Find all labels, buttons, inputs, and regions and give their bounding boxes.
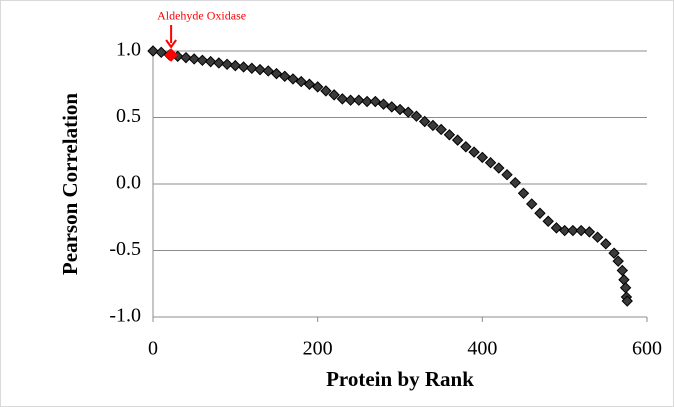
data-point <box>493 162 505 174</box>
data-point <box>155 46 167 59</box>
data-point <box>468 146 480 158</box>
data-point <box>558 224 571 237</box>
x-tick-label: 200 <box>303 338 333 360</box>
data-point <box>196 54 209 67</box>
data-point <box>435 123 447 136</box>
data-point <box>336 93 349 105</box>
data-point <box>591 231 604 243</box>
data-point <box>542 215 554 227</box>
data-point <box>221 58 233 71</box>
data-point <box>484 157 497 169</box>
data-point <box>204 55 217 68</box>
annotation-label: Aldehyde Oxidase <box>157 9 246 23</box>
x-axis-title: Protein by Rank <box>326 367 474 391</box>
data-point <box>550 222 563 234</box>
data-point <box>377 98 390 110</box>
annotation-arrowhead <box>165 39 177 49</box>
data-point <box>410 110 423 122</box>
data-point <box>427 119 439 132</box>
data-point <box>279 70 291 82</box>
data-point <box>575 224 587 237</box>
data-point <box>311 81 324 93</box>
y-tick-label: -0.5 <box>109 238 141 260</box>
y-tick-label: -1.0 <box>109 305 141 327</box>
data-point <box>567 224 579 237</box>
data-point <box>402 106 414 118</box>
data-point <box>616 264 629 277</box>
data-point <box>147 45 159 57</box>
data-point <box>583 226 596 238</box>
data-point <box>526 198 538 210</box>
data-point <box>320 85 332 97</box>
x-tick-label: 600 <box>632 338 662 360</box>
highlight-point <box>164 48 178 62</box>
data-point <box>369 95 382 108</box>
data-point <box>328 89 340 101</box>
data-point <box>361 95 373 108</box>
data-point <box>270 67 283 80</box>
y-axis-title: Pearson Correlation <box>58 93 82 275</box>
data-point <box>237 61 250 73</box>
data-point <box>246 62 258 74</box>
data-point <box>451 134 464 146</box>
data-point <box>386 101 398 113</box>
data-point <box>501 168 513 181</box>
data-point <box>612 255 624 267</box>
data-point <box>476 151 489 164</box>
data-point <box>188 53 200 65</box>
data-point <box>213 57 225 69</box>
data-point <box>509 176 521 189</box>
data-point <box>295 75 307 88</box>
y-tick-label: 0.0 <box>116 172 141 194</box>
data-point <box>353 94 365 106</box>
data-point <box>534 207 546 219</box>
x-tick-label: 400 <box>467 338 497 360</box>
data-point <box>262 65 274 77</box>
x-tick-label: 0 <box>148 338 158 360</box>
y-tick-label: 0.5 <box>116 105 141 127</box>
data-point <box>418 115 431 128</box>
data-point <box>180 51 192 64</box>
data-point <box>344 94 357 106</box>
data-point <box>229 59 242 72</box>
y-tick-label: 1.0 <box>116 39 141 61</box>
data-point <box>394 103 406 116</box>
data-point <box>621 295 633 307</box>
data-point <box>608 247 620 259</box>
data-point <box>460 141 472 153</box>
data-point <box>517 187 530 200</box>
data-point <box>254 63 266 76</box>
data-point <box>287 73 299 85</box>
data-point <box>600 238 612 250</box>
data-point <box>443 129 456 141</box>
data-point <box>303 78 316 90</box>
